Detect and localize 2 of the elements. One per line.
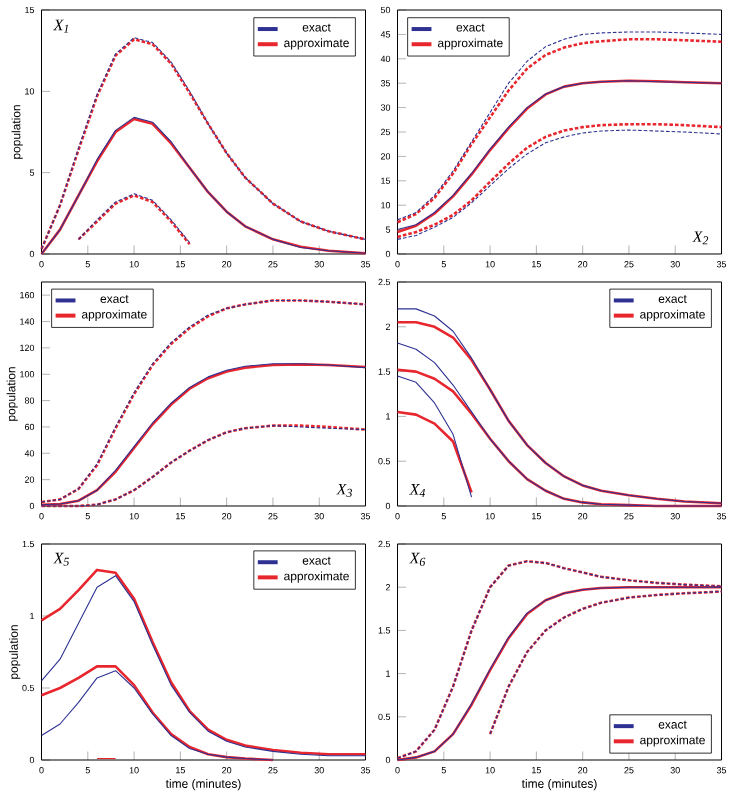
- line-series: [396, 410, 474, 494]
- line-series: [397, 375, 473, 498]
